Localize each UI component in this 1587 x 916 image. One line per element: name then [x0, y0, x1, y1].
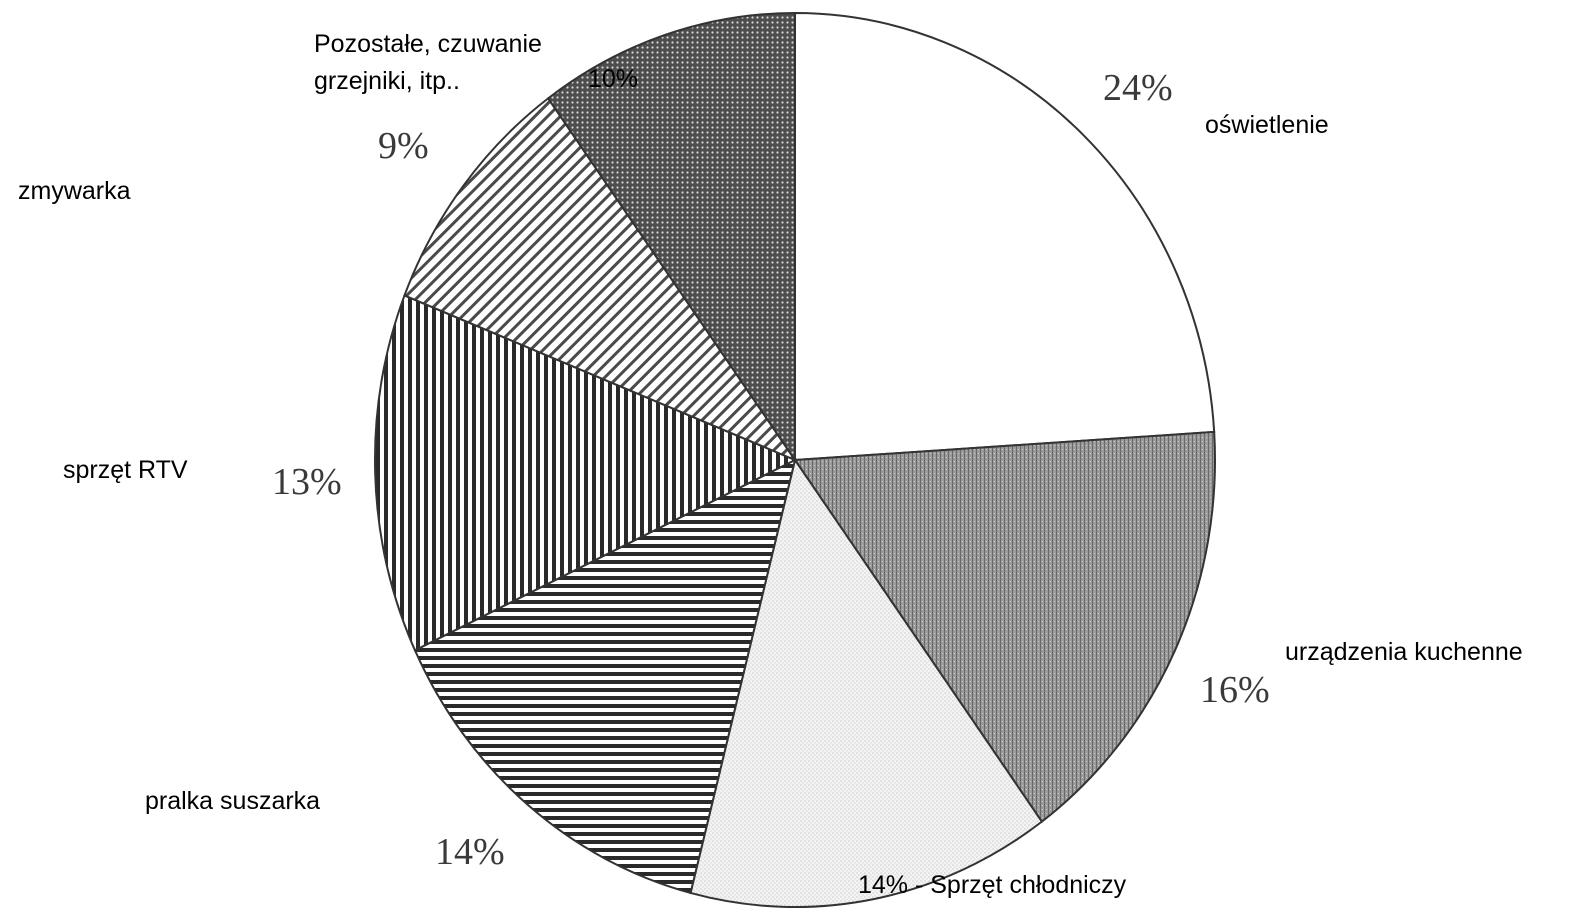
label-sprzet-chlodniczy: 14% - Sprzęt chłodniczy	[858, 871, 1127, 899]
pct-oswietlenie: 24%	[1103, 67, 1173, 109]
pie-slice-2	[793, 430, 1216, 824]
label-urzadzenia-kuchenne: urządzenia kuchenne	[1285, 638, 1523, 666]
label-pralka-suszarka: pralka suszarka	[145, 787, 320, 815]
pie-slice-3	[689, 457, 1044, 908]
label-pozostale-line1: Pozostałe, czuwanie	[314, 30, 542, 58]
pct-zmywarka: 9%	[378, 125, 429, 167]
pct-urzadzenia-kuchenne: 16%	[1200, 669, 1270, 711]
label-pozostale-line2: grzejniki, itp..	[314, 67, 460, 95]
pie-slice-1	[794, 11, 1216, 462]
pie-slices	[374, 11, 1216, 908]
pie-slice-7	[546, 11, 796, 464]
pie-slice-6	[403, 96, 798, 463]
label-sprzet-rtv: sprzęt RTV	[63, 456, 188, 484]
pie-slice-5	[374, 294, 798, 652]
pct-sprzet-rtv: 13%	[272, 461, 342, 503]
pct-pozostale: 10%	[588, 65, 638, 93]
label-zmywarka: zmywarka	[18, 177, 131, 205]
label-oswietlenie: oświetlenie	[1205, 111, 1329, 139]
pct-pralka-suszarka: 14%	[435, 831, 505, 873]
pie-slice-4	[413, 458, 797, 895]
